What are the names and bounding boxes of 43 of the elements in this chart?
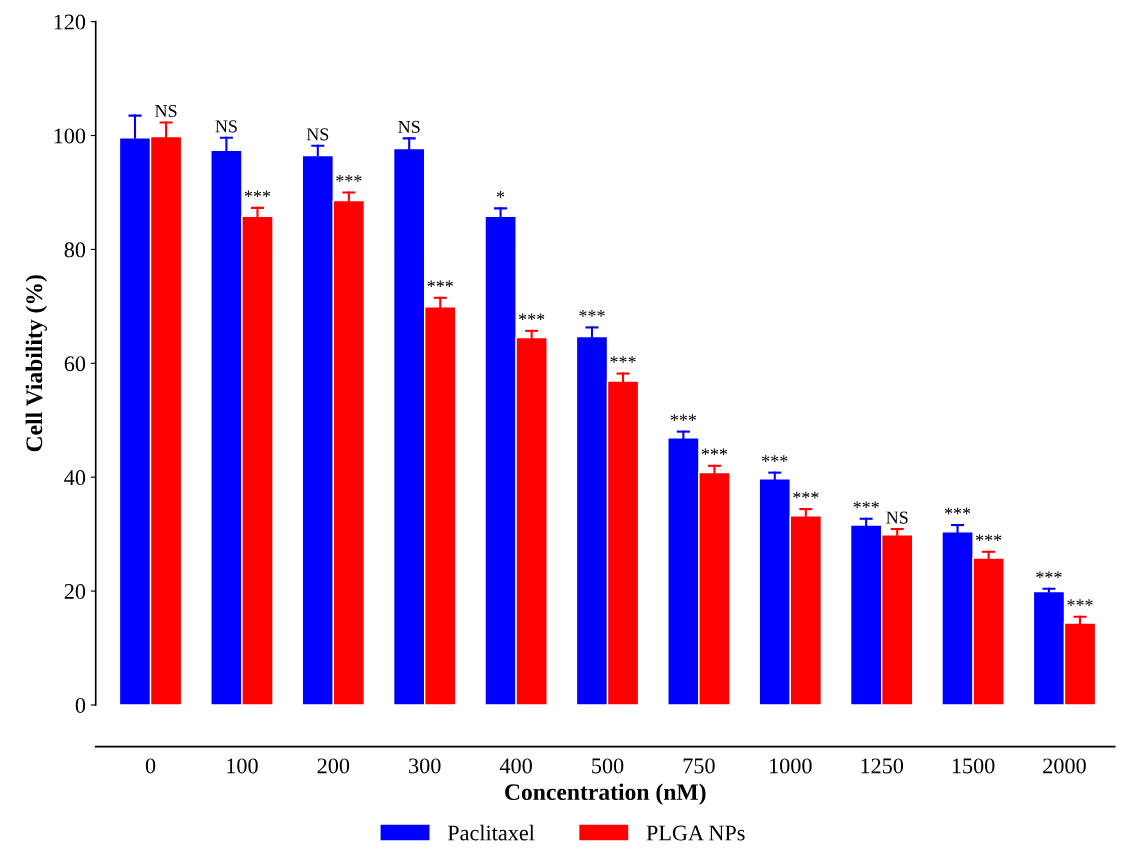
data-label: ***: [670, 414, 697, 421]
x-tick-label: 0: [145, 758, 156, 774]
data-label: NS: [306, 128, 329, 141]
x-axis-title: Concentration (nM): [505, 783, 706, 805]
data-label: ***: [793, 491, 819, 499]
x-tick-label: 400: [499, 758, 532, 774]
y-tick-label: 100: [54, 128, 86, 144]
data-label: *: [496, 191, 505, 198]
y-tick-label: 20: [64, 584, 86, 600]
data-label: ***: [701, 448, 728, 456]
legend-label: PLGA NPs: [646, 825, 745, 841]
data-label: NS: [155, 104, 177, 118]
data-label: NS: [398, 120, 420, 133]
data-label: ***: [579, 310, 605, 317]
data-label: ***: [610, 356, 636, 363]
x-tick-label: 750: [683, 758, 715, 774]
data-label: ***: [944, 507, 971, 515]
data-label: ***: [427, 280, 453, 288]
x-tick-label: 1000: [770, 758, 812, 774]
data-label: ***: [853, 501, 879, 509]
data-label: ***: [975, 534, 1002, 542]
x-tick-label: 1500: [952, 758, 995, 774]
legend-label: Paclitaxel: [447, 824, 535, 841]
data-label: ***: [1036, 571, 1062, 579]
y-tick-label: 0: [75, 697, 86, 713]
y-axis-title: Cell Viability (%): [25, 275, 48, 452]
y-tick-label: 60: [64, 356, 86, 372]
data-label: ***: [519, 313, 545, 321]
x-tick-label: 1250: [861, 758, 904, 774]
y-tick-label: 80: [64, 242, 86, 258]
data-label: NS: [215, 120, 237, 133]
y-tick-label: 120: [54, 14, 86, 30]
data-label: NS: [886, 511, 908, 524]
x-tick-label: 500: [592, 758, 624, 774]
x-tick-label: 200: [317, 758, 350, 774]
data-label: ***: [762, 455, 788, 462]
y-tick-label: 40: [64, 470, 86, 486]
x-tick-label: 100: [227, 758, 258, 774]
x-tick-label: 2000: [1043, 758, 1086, 774]
data-label: ***: [244, 190, 271, 198]
data-label: ***: [336, 175, 362, 182]
x-tick-label: 300: [409, 758, 441, 774]
data-label: ***: [1067, 599, 1093, 606]
